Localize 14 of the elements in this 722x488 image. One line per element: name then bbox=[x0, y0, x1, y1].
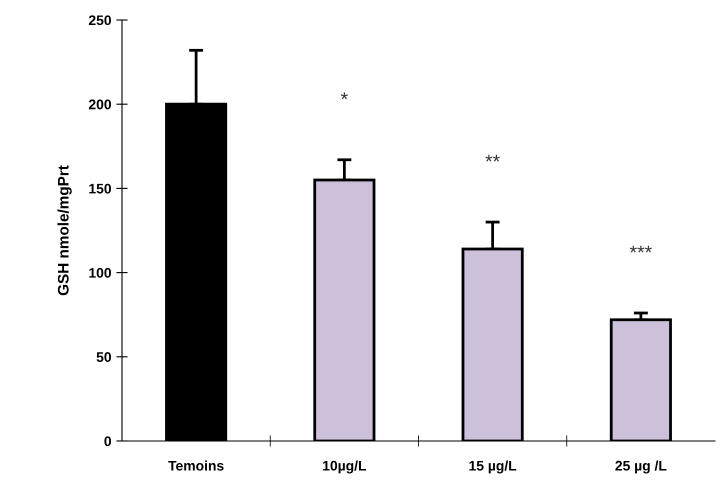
x-tick-label: Temoins bbox=[168, 460, 224, 471]
x-tick-label: 15 µg/L bbox=[469, 460, 516, 474]
y-axis-title: GSH nmole/mgPrt bbox=[57, 165, 72, 296]
y-tick-label: 250 bbox=[88, 15, 112, 26]
annotation: ** bbox=[485, 154, 500, 162]
y-tick-label: 200 bbox=[88, 100, 112, 110]
y-tick-label: 100 bbox=[89, 268, 112, 278]
y-tick-label: 50 bbox=[96, 352, 112, 362]
y-tick-label: 150 bbox=[89, 184, 112, 194]
x-tick-label: 25 µg /L bbox=[615, 460, 666, 474]
annotation: *** bbox=[630, 246, 652, 253]
y-tick-label: 0 bbox=[104, 436, 112, 446]
x-tick-label: 10µg/L bbox=[323, 460, 366, 474]
annotation: * bbox=[340, 92, 348, 100]
